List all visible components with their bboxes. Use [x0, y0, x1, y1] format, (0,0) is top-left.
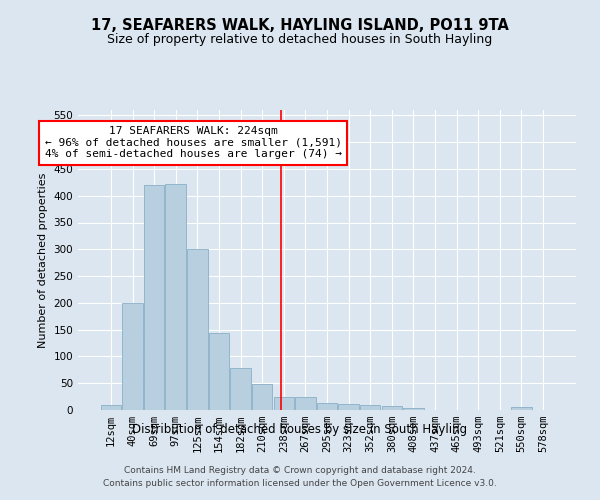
Bar — [230, 368, 251, 410]
Bar — [403, 408, 424, 410]
Bar — [511, 408, 532, 410]
Text: Size of property relative to detached houses in South Hayling: Size of property relative to detached ho… — [107, 32, 493, 46]
Bar — [317, 403, 337, 410]
Bar — [274, 397, 294, 410]
Bar — [252, 384, 272, 410]
Y-axis label: Number of detached properties: Number of detached properties — [38, 172, 48, 348]
Bar — [209, 334, 229, 410]
Bar — [187, 250, 208, 410]
Bar — [122, 303, 143, 410]
Text: 17, SEAFARERS WALK, HAYLING ISLAND, PO11 9TA: 17, SEAFARERS WALK, HAYLING ISLAND, PO11… — [91, 18, 509, 32]
Bar — [166, 184, 186, 410]
Bar — [360, 405, 380, 410]
Bar — [295, 397, 316, 410]
Text: Contains HM Land Registry data © Crown copyright and database right 2024.
Contai: Contains HM Land Registry data © Crown c… — [103, 466, 497, 487]
Bar — [144, 185, 164, 410]
Bar — [382, 406, 402, 410]
Bar — [338, 404, 359, 410]
Bar — [101, 404, 121, 410]
Text: Distribution of detached houses by size in South Hayling: Distribution of detached houses by size … — [133, 422, 467, 436]
Text: 17 SEAFARERS WALK: 224sqm
← 96% of detached houses are smaller (1,591)
4% of sem: 17 SEAFARERS WALK: 224sqm ← 96% of detac… — [44, 126, 341, 160]
